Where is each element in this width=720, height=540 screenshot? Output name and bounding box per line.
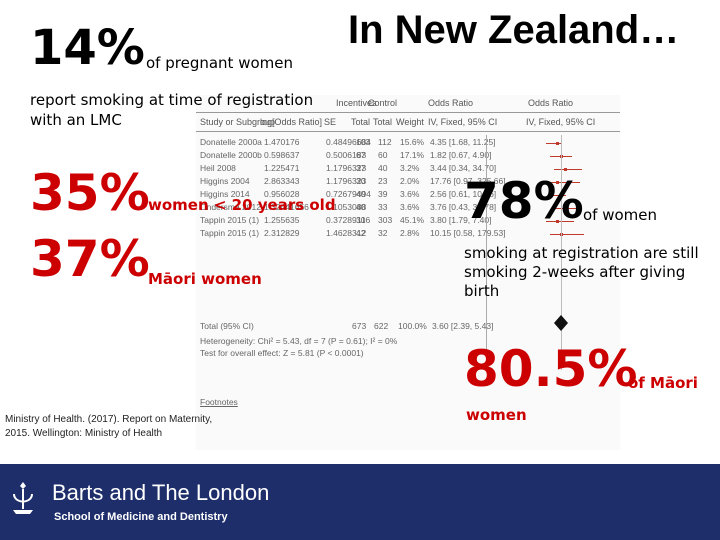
stat-14-detail: report smoking at time of registration w… bbox=[30, 91, 314, 129]
plot-col-header: Weight bbox=[396, 117, 424, 127]
stat-78-caption: of women bbox=[583, 206, 658, 224]
stat-35-caption: women < 20 years old bbox=[148, 196, 336, 214]
summary-diamond bbox=[554, 315, 568, 331]
plot-ci-whisker bbox=[554, 169, 582, 170]
plot-heterogeneity: Heterogeneity: Chi² = 5.43, df = 7 (P = … bbox=[200, 336, 398, 346]
page-title: In New Zealand… bbox=[348, 8, 680, 52]
plot-point-marker bbox=[556, 220, 559, 223]
stat-37-caption: Māori women bbox=[148, 270, 262, 288]
stat-35-value: 35% bbox=[30, 164, 150, 222]
plot-col-header: Total bbox=[373, 117, 393, 127]
plot-point-marker bbox=[556, 181, 559, 184]
institution-name: Barts and The London bbox=[52, 480, 270, 505]
plot-point-marker bbox=[556, 142, 559, 145]
stat-14-caption: of pregnant women bbox=[146, 54, 293, 72]
stat-37-value: 37% bbox=[30, 230, 150, 288]
plot-ci-whisker bbox=[546, 143, 562, 144]
stat-14-value: 14% bbox=[30, 20, 145, 76]
plot-group-header: Odds Ratio bbox=[428, 98, 474, 108]
footer-bar bbox=[0, 464, 720, 540]
plot-ci-whisker bbox=[546, 221, 574, 222]
plot-ci-whisker bbox=[550, 195, 566, 196]
plot-group-header: Odds Ratio bbox=[528, 98, 574, 108]
stat-80-caption: of Māori bbox=[628, 374, 698, 392]
plot-group-header: Incentives bbox=[336, 98, 377, 108]
plot-col-header: Study or Subgroup bbox=[200, 117, 276, 127]
plot-col-header: Total bbox=[351, 117, 371, 127]
plot-group-header: Control bbox=[368, 98, 398, 108]
plot-col-header: IV, Fixed, 95% CI bbox=[526, 117, 596, 127]
citation-line-2: 2015. Wellington: Ministry of Health bbox=[5, 428, 163, 439]
plot-col-header: log[Odds Ratio] bbox=[260, 117, 323, 127]
school-name: School of Medicine and Dentistry bbox=[54, 511, 228, 523]
plot-point-marker bbox=[564, 207, 567, 210]
plot-total-row: Total (95% CI) 673 622 100.0% 3.60 [2.39… bbox=[200, 321, 494, 331]
plot-overall-effect: Test for overall effect: Z = 5.81 (P < 0… bbox=[200, 348, 364, 358]
citation-line-1: Ministry of Health. (2017). Report on Ma… bbox=[5, 414, 213, 425]
stat-78-value: 78% bbox=[464, 172, 584, 230]
stat-80-value: 80.5% bbox=[464, 340, 638, 398]
forest-plot-image: Incentives Control Odds Ratio Odds Ratio… bbox=[196, 95, 620, 450]
plot-col-header: SE bbox=[324, 117, 337, 127]
plot-footnotes: Footnotes bbox=[200, 397, 238, 407]
stat-78-detail: smoking at registration are still smokin… bbox=[464, 244, 699, 300]
plot-ci-whisker bbox=[546, 182, 580, 183]
plot-point-marker bbox=[564, 168, 567, 171]
stat-80-caption-2: women bbox=[466, 406, 527, 424]
plot-col-header: IV, Fixed, 95% CI bbox=[428, 117, 498, 127]
plot-ci-whisker bbox=[550, 234, 584, 235]
crest-icon bbox=[13, 482, 33, 514]
